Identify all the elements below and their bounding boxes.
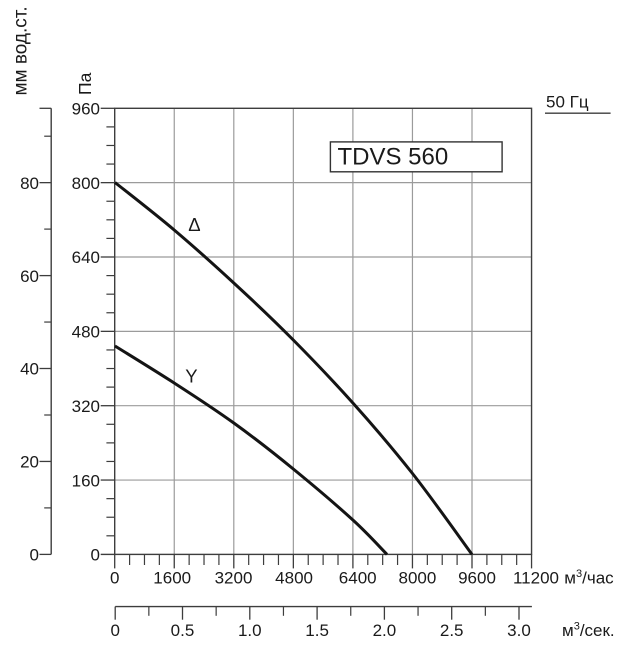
svg-text:0.5: 0.5 (171, 621, 195, 640)
svg-text:8000: 8000 (398, 569, 436, 588)
svg-text:м3/час: м3/час (564, 568, 614, 588)
svg-text:1.5: 1.5 (305, 621, 329, 640)
svg-text:Y: Y (185, 365, 197, 386)
svg-text:160: 160 (72, 471, 100, 490)
svg-text:0: 0 (110, 621, 119, 640)
svg-text:40: 40 (20, 360, 39, 379)
svg-text:2.5: 2.5 (440, 621, 464, 640)
svg-text:1.0: 1.0 (238, 621, 262, 640)
svg-text:3.0: 3.0 (507, 621, 531, 640)
svg-text:3200: 3200 (215, 569, 253, 588)
svg-text:480: 480 (72, 323, 100, 342)
svg-text:мм вод.ст.: мм вод.ст. (11, 6, 32, 95)
svg-text:20: 20 (20, 453, 39, 472)
svg-text:960: 960 (72, 100, 100, 119)
svg-text:11200: 11200 (513, 569, 559, 588)
svg-text:1600: 1600 (153, 569, 191, 588)
svg-text:320: 320 (72, 397, 100, 416)
svg-text:50 Гц: 50 Гц (546, 93, 589, 112)
svg-text:м3/сек.: м3/сек. (562, 620, 615, 640)
svg-text:0: 0 (110, 569, 119, 588)
svg-text:4800: 4800 (275, 569, 313, 588)
svg-text:9600: 9600 (458, 569, 496, 588)
svg-text:80: 80 (20, 174, 39, 193)
svg-text:800: 800 (72, 174, 100, 193)
svg-text:TDVS 560: TDVS 560 (338, 144, 449, 171)
svg-text:Па: Па (75, 72, 95, 95)
svg-text:Δ: Δ (188, 214, 200, 235)
svg-text:640: 640 (72, 248, 100, 267)
svg-text:2.0: 2.0 (373, 621, 397, 640)
svg-text:0: 0 (91, 546, 100, 565)
svg-text:60: 60 (20, 267, 39, 286)
svg-text:6400: 6400 (339, 569, 377, 588)
svg-text:0: 0 (30, 546, 39, 565)
